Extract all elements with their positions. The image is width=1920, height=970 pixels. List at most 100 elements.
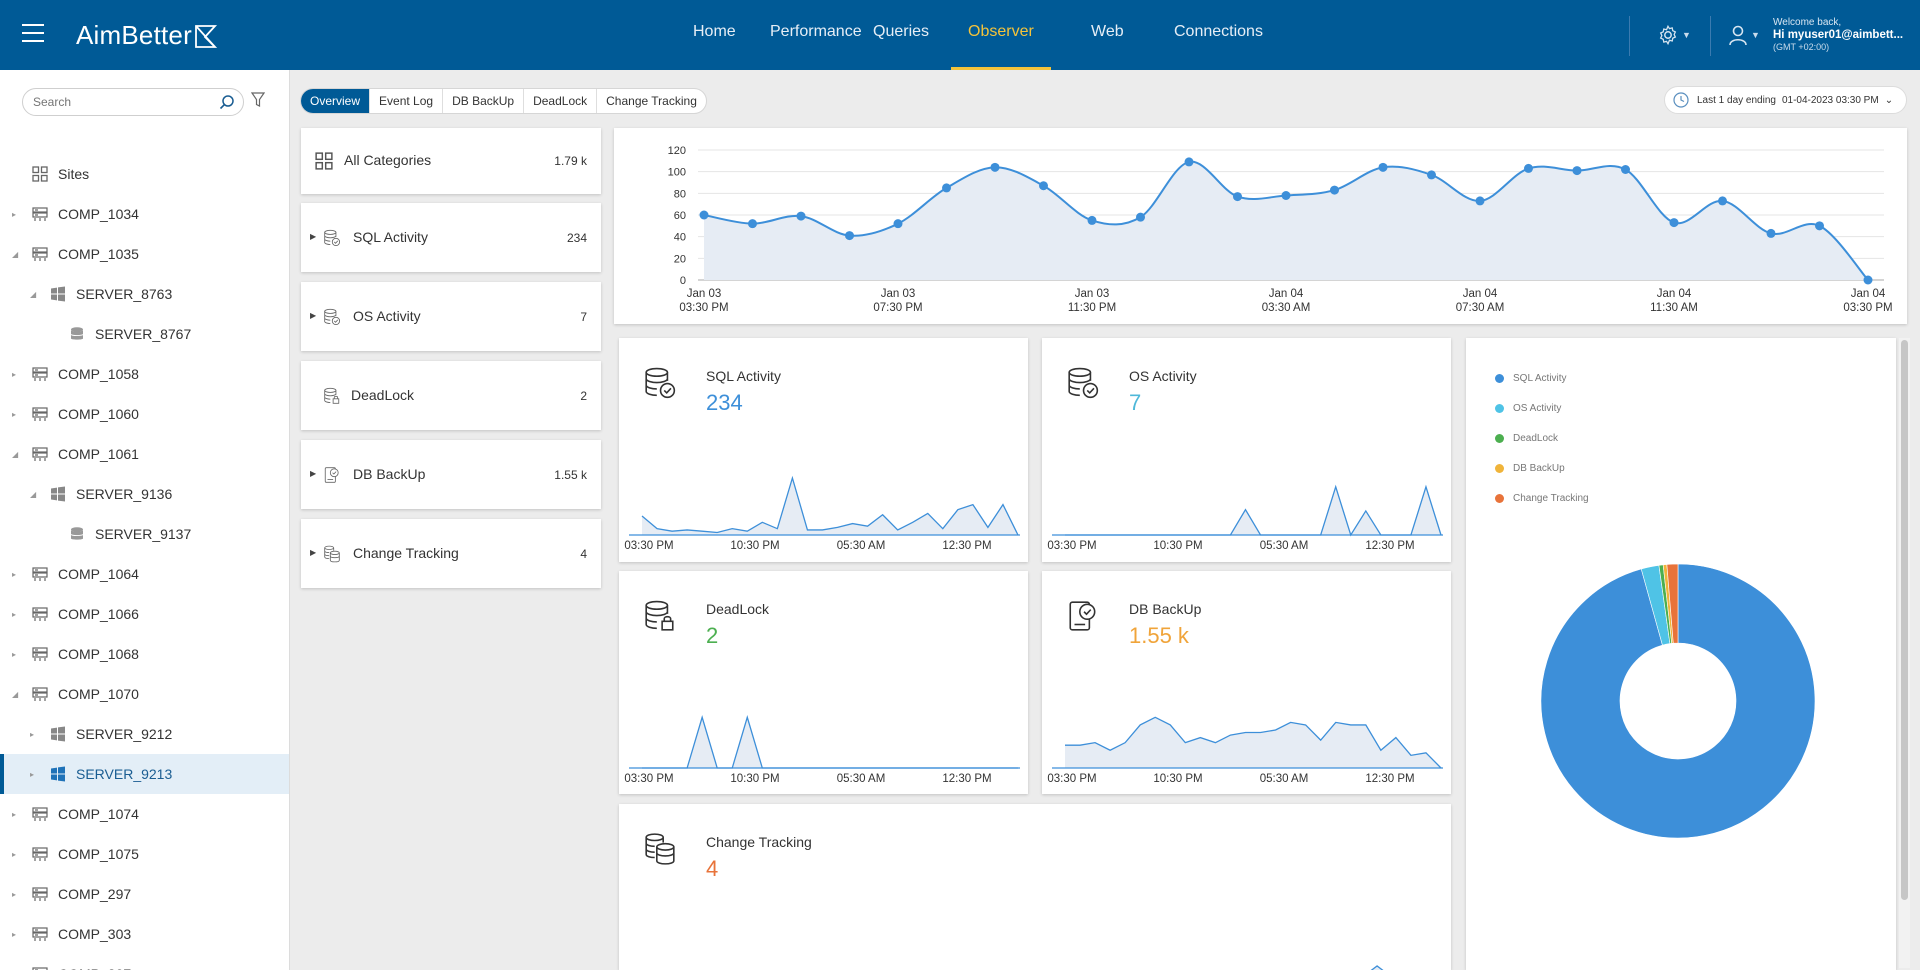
- data-point[interactable]: [990, 162, 1000, 172]
- category-deadlock[interactable]: DeadLock 2: [301, 361, 601, 430]
- caret-right-icon[interactable]: ▸: [30, 729, 35, 739]
- card-deadlock[interactable]: DeadLock 2 03:30 PM 10:30 PM 05:30 AM 12:30 P…: [619, 571, 1028, 794]
- nav-queries[interactable]: Queries: [873, 23, 930, 40]
- tree-item-comp-297[interactable]: ▸ COMP_297: [0, 874, 289, 914]
- card-db-backup[interactable]: DB BackUp 1.55 k 03:30 PM 10:30 PM 05:30 AM 1…: [1042, 571, 1451, 794]
- data-point[interactable]: [1572, 166, 1582, 176]
- tree-item-comp-1074[interactable]: ▸ COMP_1074: [0, 794, 289, 834]
- data-point[interactable]: [1815, 221, 1824, 231]
- category-os-activity[interactable]: ▶ OS Activity 7: [301, 282, 601, 351]
- tab-event-log[interactable]: Event Log: [370, 89, 444, 113]
- data-point[interactable]: [845, 231, 854, 241]
- logo[interactable]: AimBetter: [76, 20, 218, 51]
- caret-right-icon[interactable]: ▸: [12, 809, 17, 819]
- caret-down-icon[interactable]: ◢: [12, 449, 19, 459]
- caret-down-icon[interactable]: ◢: [12, 689, 19, 699]
- search-input[interactable]: [33, 95, 203, 109]
- user-menu-button[interactable]: ▼: [1728, 24, 1760, 46]
- data-point[interactable]: [1378, 162, 1388, 172]
- data-point[interactable]: [699, 210, 709, 220]
- tree-item-server-9212[interactable]: ▸ SERVER_9212: [0, 714, 289, 754]
- tree-item-comp-1068[interactable]: ▸ COMP_1068: [0, 634, 289, 674]
- data-point[interactable]: [1427, 170, 1436, 180]
- data-point[interactable]: [1330, 185, 1339, 195]
- data-point[interactable]: [1766, 228, 1776, 238]
- nav-web[interactable]: Web: [1091, 23, 1124, 40]
- data-point[interactable]: [942, 183, 951, 193]
- card-os-activity[interactable]: OS Activity 7 03:30 PM 10:30 PM 05:30 AM 12:3…: [1042, 338, 1451, 562]
- tree-item-comp-1061[interactable]: ◢ COMP_1061: [0, 434, 289, 474]
- tree-item-sites[interactable]: Sites: [0, 154, 289, 194]
- tree-item-comp-1070[interactable]: ◢ COMP_1070: [0, 674, 289, 714]
- caret-down-icon[interactable]: ◢: [30, 289, 37, 299]
- caret-right-icon[interactable]: ▸: [30, 769, 35, 779]
- tree-item-comp-1060[interactable]: ▸ COMP_1060: [0, 394, 289, 434]
- tree-item-comp-307[interactable]: ▸COMP_307: [0, 954, 289, 970]
- menu-icon[interactable]: [22, 24, 44, 44]
- tab-deadlock[interactable]: DeadLock: [524, 89, 598, 113]
- data-point[interactable]: [1524, 163, 1533, 173]
- caret-right-icon[interactable]: ▶: [310, 469, 317, 478]
- tree-item-server-8763[interactable]: ◢ SERVER_8763: [0, 274, 289, 314]
- tree-item-comp-1058[interactable]: ▸ COMP_1058: [0, 354, 289, 394]
- tree-item-comp-303[interactable]: ▸ COMP_303: [0, 914, 289, 954]
- caret-right-icon[interactable]: ▸: [12, 409, 17, 419]
- nav-home[interactable]: Home: [693, 23, 736, 40]
- tree-item-server-9213[interactable]: ▸ SERVER_9213: [0, 754, 289, 794]
- tree-item-comp-1064[interactable]: ▸ COMP_1064: [0, 554, 289, 594]
- data-point[interactable]: [1718, 196, 1727, 206]
- data-point[interactable]: [1039, 181, 1048, 191]
- tree-item-comp-1075[interactable]: ▸ COMP_1075: [0, 834, 289, 874]
- legend-item-db-backup[interactable]: DB BackUp: [1495, 453, 1589, 483]
- scrollbar-thumb[interactable]: [1901, 340, 1908, 900]
- caret-right-icon[interactable]: ▸: [12, 849, 17, 859]
- data-point[interactable]: [1087, 215, 1097, 225]
- caret-down-icon[interactable]: ◢: [30, 489, 37, 499]
- settings-button[interactable]: ▼: [1657, 24, 1691, 46]
- tab-db-backup[interactable]: DB BackUp: [443, 89, 525, 113]
- caret-right-icon[interactable]: ▸: [12, 569, 17, 579]
- data-point[interactable]: [1863, 275, 1873, 285]
- category-db-backup[interactable]: ▶ DB BackUp 1.55 k: [301, 440, 601, 509]
- caret-right-icon[interactable]: ▶: [310, 311, 317, 320]
- data-point[interactable]: [1475, 196, 1485, 206]
- time-range-selector[interactable]: Last 1 day ending 01-04-2023 03:30 PM ⌄: [1664, 86, 1907, 114]
- data-point[interactable]: [1184, 157, 1194, 167]
- nav-observer[interactable]: Observer: [951, 0, 1051, 70]
- tree-item-comp-1034[interactable]: ▸ COMP_1034: [0, 194, 289, 234]
- caret-right-icon[interactable]: ▸: [12, 369, 17, 379]
- data-point[interactable]: [1136, 212, 1145, 222]
- category-sql-activity[interactable]: ▶ SQL Activity 234: [301, 203, 601, 272]
- tree-item-comp-1066[interactable]: ▸ COMP_1066: [0, 594, 289, 634]
- donut-slice-change-tracking[interactable]: [1666, 563, 1679, 644]
- legend-item-change-tracking[interactable]: Change Tracking: [1495, 483, 1589, 513]
- legend-item-os-activity[interactable]: OS Activity: [1495, 393, 1589, 423]
- tree-item-server-9136[interactable]: ◢ SERVER_9136: [0, 474, 289, 514]
- tab-overview[interactable]: Overview: [301, 89, 371, 113]
- caret-right-icon[interactable]: ▸: [12, 609, 17, 619]
- caret-right-icon[interactable]: ▶: [310, 232, 317, 241]
- category-change-tracking[interactable]: ▶ Change Tracking 4: [301, 519, 601, 588]
- caret-right-icon[interactable]: ▸: [12, 649, 17, 659]
- search-icon[interactable]: [219, 94, 235, 110]
- tree-item-server-8767[interactable]: SERVER_8767: [0, 314, 289, 354]
- legend-item-deadlock[interactable]: DeadLock: [1495, 423, 1589, 453]
- data-point[interactable]: [796, 211, 806, 221]
- data-point[interactable]: [748, 219, 757, 229]
- data-point[interactable]: [893, 219, 903, 229]
- data-point[interactable]: [1233, 192, 1242, 202]
- caret-right-icon[interactable]: ▶: [310, 548, 317, 557]
- caret-right-icon[interactable]: ▸: [12, 889, 17, 899]
- data-point[interactable]: [1621, 165, 1630, 174]
- page-scrollbar[interactable]: [1899, 338, 1910, 968]
- caret-down-icon[interactable]: ◢: [12, 249, 19, 259]
- caret-right-icon[interactable]: ▸: [12, 209, 17, 219]
- nav-performance[interactable]: Performance: [770, 23, 862, 40]
- nav-connections[interactable]: Connections: [1174, 23, 1263, 40]
- data-point[interactable]: [1281, 191, 1291, 200]
- tab-change-tracking[interactable]: Change Tracking: [606, 94, 697, 108]
- card-change-tracking[interactable]: Change Tracking 4: [619, 804, 1451, 970]
- tree-item-server-9137[interactable]: SERVER_9137: [0, 514, 289, 554]
- legend-item-sql-activity[interactable]: SQL Activity: [1495, 363, 1589, 393]
- donut-slice-sql-activity[interactable]: [1540, 563, 1816, 839]
